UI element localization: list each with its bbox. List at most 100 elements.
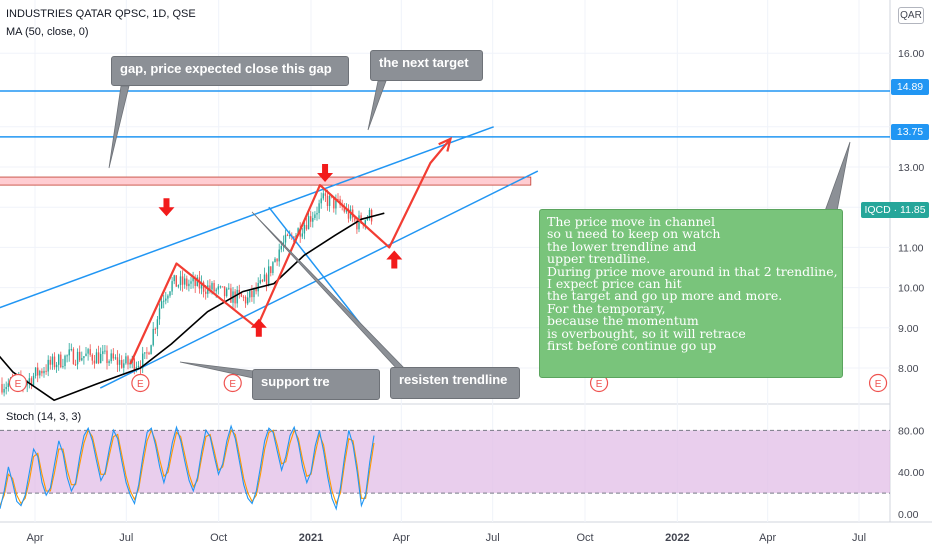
candle-body — [41, 370, 43, 374]
candle-body — [106, 350, 108, 364]
y-tick-label: 11.00 — [898, 242, 924, 254]
event-marker — [868, 373, 888, 393]
candle-body — [322, 193, 324, 199]
candle-body — [320, 198, 322, 204]
candle-body — [85, 353, 87, 357]
candle-body — [347, 208, 350, 219]
support-callout-pointer — [179, 361, 263, 381]
candle-body — [64, 355, 66, 367]
x-tick-label: 2022 — [665, 532, 689, 544]
next-target-callout-pointer — [367, 80, 387, 131]
y-tick-label: 9.00 — [898, 323, 919, 335]
event-marker — [131, 373, 150, 393]
candle-body — [286, 234, 289, 236]
candle-body — [175, 275, 177, 287]
candle-body — [142, 353, 144, 369]
note-pointer — [824, 141, 851, 212]
candle-body — [337, 199, 339, 201]
x-tick-label: Jul — [852, 532, 866, 544]
analysis-note-line: is overbought, so it will retrace — [547, 325, 746, 341]
candle-body — [26, 382, 28, 386]
analysis-note-line: the lower trendline and — [547, 238, 697, 254]
candle-body — [72, 349, 75, 365]
next-target-callout[interactable]: the next target — [370, 50, 483, 81]
candle-body — [316, 213, 318, 215]
candle-body — [310, 216, 312, 222]
candle-body — [181, 276, 184, 285]
candle-body — [114, 357, 117, 359]
candle-body — [167, 295, 169, 299]
candle-body — [1, 384, 3, 393]
candle-body — [366, 218, 369, 221]
analysis-note-line: For the temporary, — [547, 300, 666, 316]
candle-body — [104, 350, 106, 352]
candle-body — [240, 293, 243, 297]
candle-body — [278, 249, 280, 262]
candle-body — [108, 361, 110, 364]
candle-body — [230, 288, 232, 303]
x-tick-label: Apr — [759, 532, 776, 544]
lower-trendline — [99, 170, 539, 389]
support-callout[interactable]: support tre — [252, 369, 380, 400]
ma-indicator-label[interactable]: MA (50, close, 0) — [6, 26, 89, 38]
candle-body — [49, 359, 51, 365]
resistance-callout[interactable]: resisten trendline — [390, 367, 520, 399]
candle-body — [156, 319, 159, 329]
gap-callout[interactable]: gap, price expected close this gap — [111, 56, 349, 86]
symbol-price-tag: IQCD · 11.85 — [861, 202, 929, 218]
candle-body — [223, 286, 226, 297]
event-marker-label: E — [229, 379, 236, 390]
candle-body — [66, 355, 68, 357]
candle-body — [165, 298, 167, 301]
candle-body — [110, 353, 112, 362]
candle-body — [97, 352, 100, 364]
analysis-note-line: During price move around in that 2 trend… — [547, 263, 838, 279]
candle-body — [318, 203, 320, 214]
price-tag-14-89: 14.89 — [891, 79, 929, 95]
candles-layer — [1, 188, 373, 397]
candle-body — [343, 206, 345, 212]
event-marker — [8, 373, 28, 393]
candle-body — [205, 291, 207, 294]
stoch-indicator-label[interactable]: Stoch (14, 3, 3) — [6, 411, 82, 423]
candle-body — [328, 195, 331, 207]
analysis-note[interactable]: The price move in channel so u need to ke… — [539, 209, 843, 378]
candle-body — [221, 286, 224, 288]
candle-body — [5, 386, 7, 389]
chart-title: INDUSTRIES QATAR QPSC, 1D, QSE — [6, 8, 196, 20]
gap-callout-pointer — [108, 85, 130, 169]
candle-body — [32, 375, 35, 386]
symbol-ticker: IQCD — [864, 204, 891, 216]
stoch-band — [0, 430, 890, 494]
upper-trendline — [0, 126, 494, 309]
candle-body — [217, 286, 219, 290]
candle-body — [3, 388, 5, 393]
candle-body — [43, 370, 45, 374]
candle-body — [116, 357, 119, 365]
y-tick-label: 13.00 — [898, 162, 924, 174]
candle-body — [289, 235, 291, 237]
event-marker — [223, 373, 242, 393]
candle-body — [247, 297, 249, 304]
candle-body — [370, 209, 373, 222]
currency-button[interactable]: QAR — [898, 7, 924, 24]
candle-body — [112, 353, 114, 359]
candle-body — [83, 356, 85, 359]
candle-body — [356, 220, 358, 230]
stoch-y-tick-label: 0.00 — [898, 509, 919, 521]
stoch-y-tick-label: 80.00 — [898, 425, 924, 437]
candle-body — [146, 352, 148, 354]
x-tick-label: Oct — [210, 532, 227, 544]
candle-body — [148, 352, 150, 355]
resistance-callout-pointer — [251, 211, 407, 371]
candle-body — [326, 195, 329, 207]
x-tick-label: Oct — [576, 532, 593, 544]
candle-body — [62, 366, 64, 368]
analysis-note-line: upper trendline. — [547, 251, 651, 267]
candle-body — [259, 280, 261, 284]
candle-body — [60, 354, 62, 368]
stoch-k-line — [0, 424, 375, 511]
candle-body — [137, 365, 140, 367]
candle-body — [274, 258, 276, 263]
